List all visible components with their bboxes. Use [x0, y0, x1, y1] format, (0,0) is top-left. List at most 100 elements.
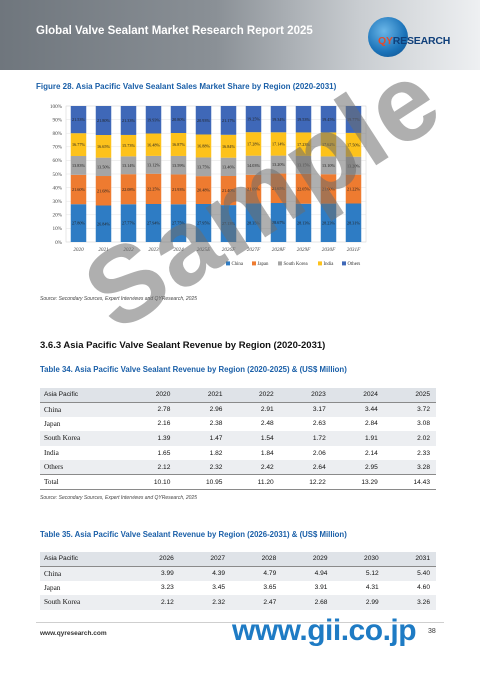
- value-cell: 2.84: [365, 420, 378, 428]
- data-label: 21.09%: [247, 187, 260, 192]
- row-label-cell: Japan: [44, 583, 61, 592]
- bar-segment: [320, 174, 337, 204]
- legend-label: Japan: [258, 262, 270, 267]
- x-tick-label: 2020: [73, 247, 84, 253]
- bar-segment: [195, 157, 212, 177]
- value-cell: 1.82: [209, 449, 223, 457]
- y-tick-label: 60%: [52, 158, 62, 164]
- value-cell: 3.23: [160, 584, 174, 592]
- value-cell: 11.20: [228, 474, 280, 491]
- data-label: 13.59%: [172, 163, 185, 168]
- table-row: China 3.99 4.39 4.79 4.94 5.12 5.40: [40, 566, 436, 581]
- header-cell: 2029: [282, 552, 334, 567]
- value-cell: 3.17: [279, 402, 332, 417]
- value-cell: 5.40: [384, 566, 436, 581]
- data-label: 26.84%: [97, 221, 110, 226]
- data-label: 19.45%: [322, 117, 335, 122]
- table-row: South Korea 1.39 1.47 1.54 1.72 1.91 2.02: [40, 431, 436, 446]
- legend-swatch: [278, 261, 282, 266]
- legend-label: China: [232, 262, 244, 267]
- bar-segment: [295, 106, 312, 133]
- data-label: 28.35%: [247, 220, 260, 225]
- y-tick-label: 100%: [50, 104, 63, 110]
- value-cell: 3.44: [331, 402, 384, 417]
- value-cell: 3.26: [384, 595, 436, 610]
- bar-segment: [220, 106, 237, 135]
- table-row: China 2.78 2.96 2.91 3.17 3.44 3.72: [40, 402, 436, 417]
- data-label: 27.75%: [172, 221, 185, 226]
- bar-segment: [295, 173, 312, 204]
- bar-segment: [295, 155, 312, 174]
- header-cell: 2020: [124, 388, 177, 403]
- value-cell: 1.84: [260, 449, 274, 457]
- table-34-title: Table 34. Asia Pacific Valve Sealant Rev…: [40, 365, 347, 374]
- header-cell: 2031: [384, 552, 436, 567]
- bar-segment: [70, 156, 87, 175]
- data-label: 16.77%: [72, 142, 85, 147]
- x-tick-label: 2031F: [347, 247, 361, 253]
- data-label: 22.05%: [297, 186, 310, 191]
- data-label: 13.46%: [222, 164, 235, 169]
- header-cell: Asia Pacific: [40, 388, 125, 403]
- footer-url: www.qyresearch.com: [40, 630, 107, 637]
- bar-segment: [145, 173, 162, 205]
- value-cell: 3.99: [128, 566, 180, 581]
- bar-segment: [145, 106, 162, 134]
- value-cell: 4.31: [365, 584, 379, 592]
- table-row: Japan 2.16 2.38 2.48 2.63 2.84 3.08: [40, 417, 436, 432]
- figure-title: Figure 28. Asia Pacific Valve Sealant Sa…: [36, 82, 337, 91]
- bar-segment: [70, 174, 87, 205]
- data-label: 13.75%: [197, 164, 210, 169]
- value-cell: 3.65: [263, 584, 277, 592]
- table-row: Japan 3.23 3.45 3.65 3.91 4.31 4.60: [40, 581, 436, 596]
- bar-segment: [320, 106, 337, 133]
- data-label: 21.53%: [72, 117, 85, 122]
- bar-segment: [345, 174, 362, 204]
- data-label: 13.20%: [272, 162, 285, 167]
- globe-icon: [368, 17, 408, 57]
- data-label: 21.60%: [72, 187, 85, 192]
- header-cell: 2030: [333, 552, 385, 567]
- data-label: 20.93%: [197, 118, 210, 123]
- row-label-cell: Total: [40, 474, 125, 491]
- value-cell: 3.45: [212, 584, 226, 592]
- value-cell: 4.94: [282, 566, 334, 581]
- data-label: 16.87%: [172, 142, 185, 147]
- table-row: Others 2.12 2.32 2.42 2.64 2.95 3.28: [40, 460, 436, 475]
- table-row: India 1.65 1.82 1.84 2.06 2.14 2.33: [40, 446, 436, 461]
- bar-segment: [70, 204, 87, 242]
- data-label: 15.73%: [122, 143, 135, 148]
- header-cell: 2028: [231, 552, 283, 567]
- bar-segment: [295, 203, 312, 242]
- data-label: 28.67%: [272, 220, 285, 225]
- row-label-cell: South Korea: [40, 595, 129, 610]
- page-number: 38: [428, 628, 436, 635]
- bar-segment: [120, 204, 137, 242]
- data-label: 17.14%: [272, 142, 285, 147]
- y-tick-label: 10%: [52, 226, 62, 232]
- footer-divider: [36, 622, 444, 623]
- data-label: 13.14%: [122, 163, 135, 168]
- stacked-bar-chart: 0% 10% 20% 30% 40% 50% 60% 70% 80% 90% 100% 27.80% 2…: [36, 96, 374, 300]
- bar-segment: [245, 132, 262, 156]
- header-cell: 2026: [128, 552, 180, 567]
- data-label: 17.50%: [347, 142, 360, 147]
- x-tick-label: 2028F: [272, 247, 286, 253]
- legend-swatch: [252, 261, 256, 266]
- value-cell: 2.99: [333, 595, 385, 610]
- value-cell: 1.72: [279, 431, 332, 446]
- y-tick-label: 40%: [52, 185, 62, 191]
- value-cell: 10.95: [176, 474, 229, 491]
- bar-segment: [320, 203, 337, 242]
- value-cell: 2.06: [312, 449, 326, 457]
- bar-segment: [345, 203, 362, 242]
- data-label: 13.50%: [97, 164, 110, 169]
- x-tick-label: 2027F: [247, 247, 261, 253]
- value-cell: 2.96: [176, 402, 229, 417]
- value-cell: 2.38: [209, 420, 223, 428]
- data-label: 16.48%: [147, 142, 160, 147]
- bar-segment: [195, 134, 212, 158]
- data-label: 21.17%: [222, 118, 235, 123]
- legend-label: India: [324, 262, 335, 267]
- data-label: 22.25%: [147, 186, 160, 191]
